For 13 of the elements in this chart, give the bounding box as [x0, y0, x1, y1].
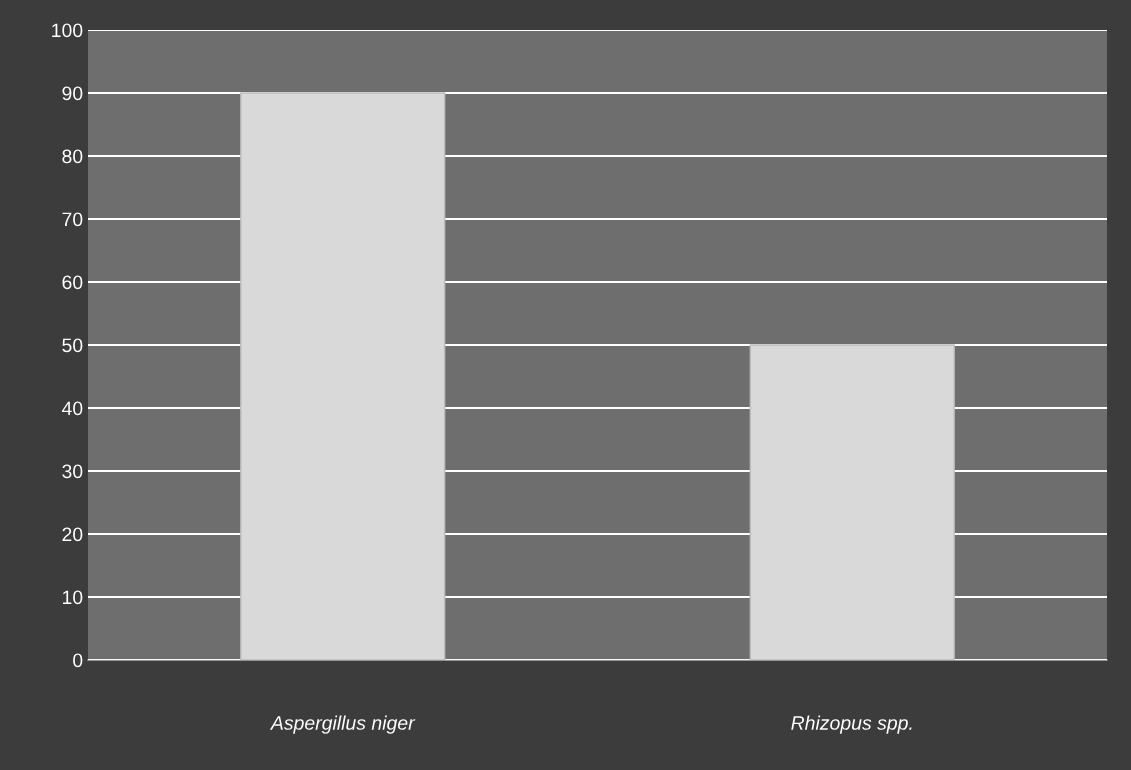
x-tick-label: Rhizopus spp.	[791, 715, 912, 734]
y-tick-label: 50	[62, 338, 83, 353]
y-tick-label: 100	[52, 23, 83, 38]
y-tick-label: 20	[62, 527, 83, 542]
x-tick-label: Aspergillus niger	[269, 715, 416, 734]
y-tick-label: 0	[73, 653, 83, 668]
y-tick-label: 10	[63, 590, 83, 605]
y-tick-label: 80	[62, 149, 83, 164]
y-tick-label: 90	[62, 86, 83, 101]
y-tick-label: 40	[61, 401, 83, 416]
y-tick-label: 30	[62, 464, 83, 479]
y-tick-label: 60	[62, 275, 83, 290]
y-tick-label: 70	[62, 212, 83, 227]
